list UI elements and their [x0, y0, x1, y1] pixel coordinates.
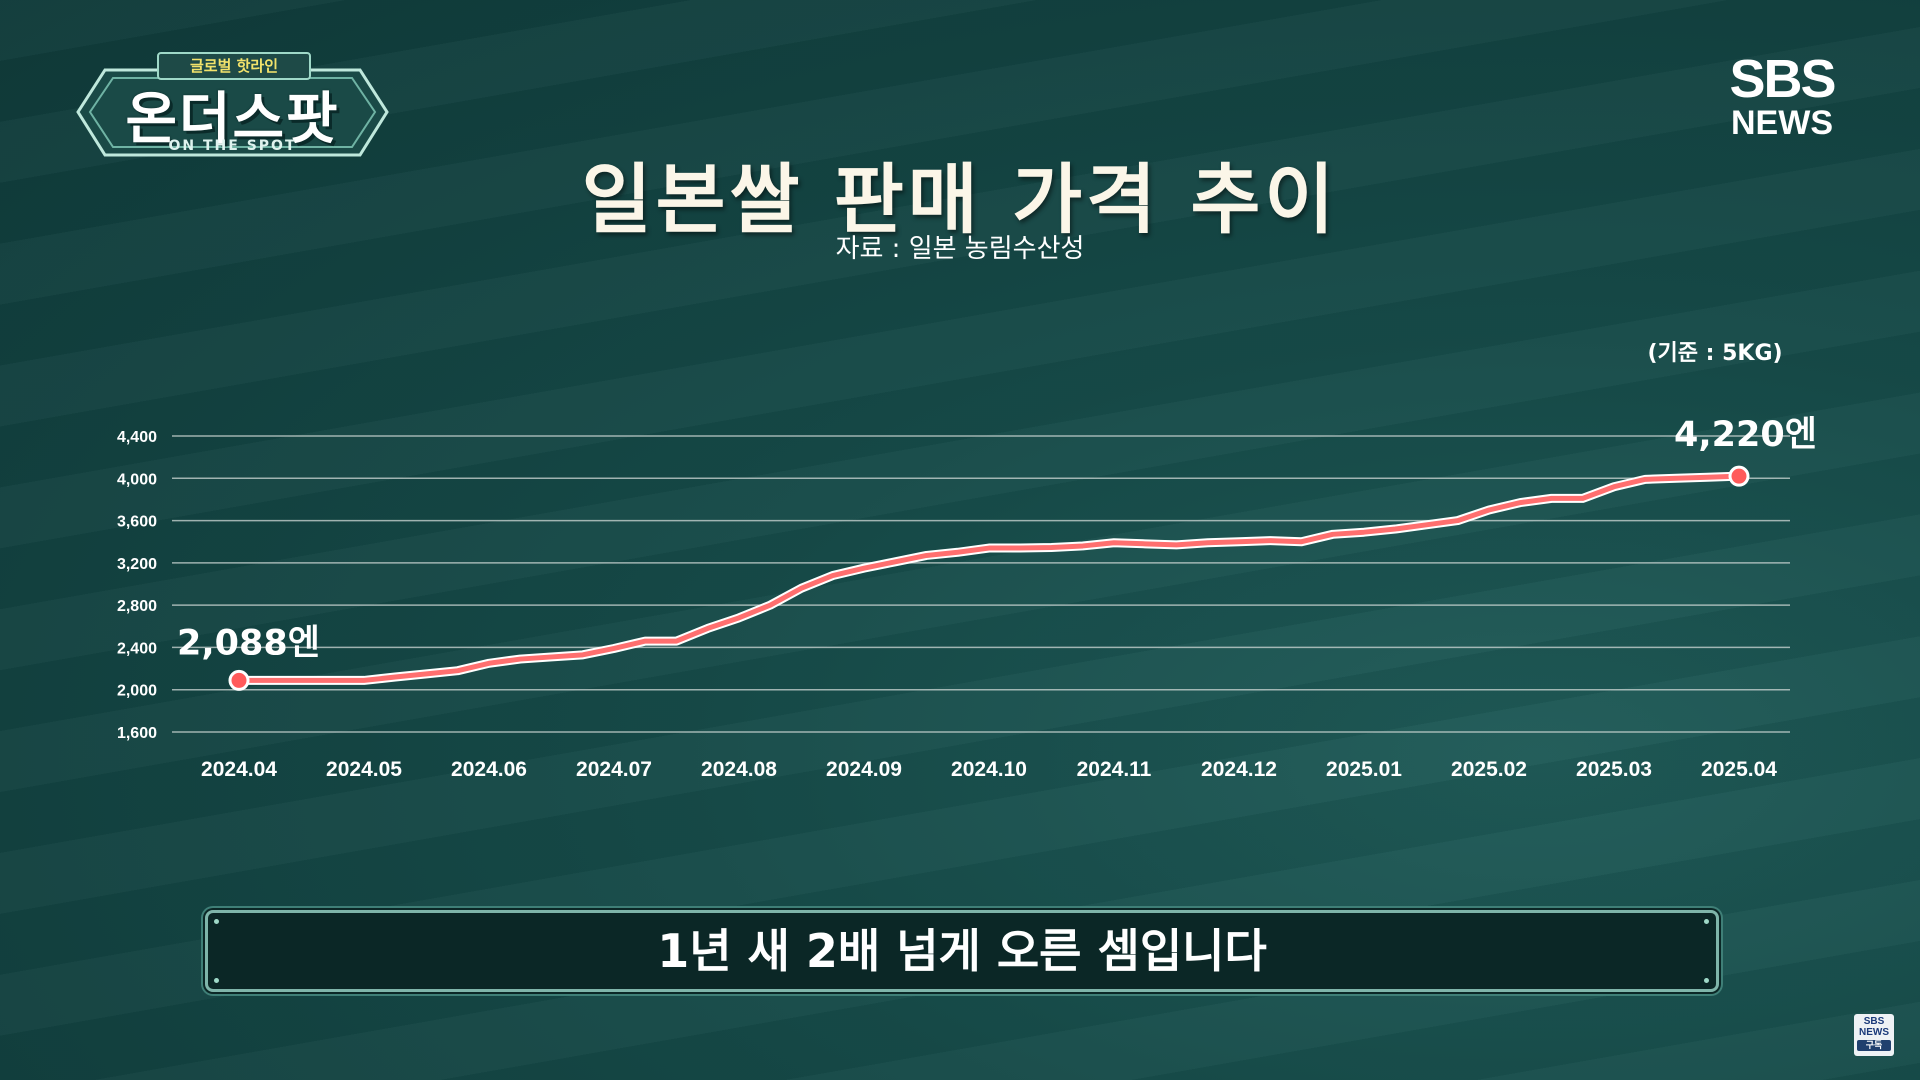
annotation-start-value: 2,088엔 — [177, 623, 320, 663]
y-tick-label: 2,000 — [117, 683, 157, 700]
data-point-marker — [1728, 465, 1750, 487]
data-point-marker — [228, 669, 250, 691]
x-tick-label: 2024.08 — [701, 758, 777, 781]
logo-badge: 글로벌 핫라인 — [157, 52, 311, 80]
annotation-end-value: 4,220엔 — [1674, 415, 1817, 455]
y-tick-label: 3,600 — [117, 514, 157, 531]
y-tick-label: 2,400 — [117, 640, 157, 657]
y-tick-label: 2,800 — [117, 598, 157, 615]
subtitle-caption: 1년 새 2배 넘게 오른 셈입니다 — [205, 910, 1719, 992]
caption-corner-dot — [214, 919, 219, 924]
x-tick-label: 2024.10 — [951, 758, 1027, 781]
x-tick-label: 2025.04 — [1701, 758, 1777, 781]
subscribe-watermark[interactable]: SBS NEWS 구독 — [1854, 1014, 1894, 1056]
series-line-outline — [234, 471, 1744, 685]
x-tick-label: 2025.01 — [1326, 758, 1402, 781]
chart-unit: (기준 : 5KG) — [1647, 341, 1783, 366]
x-tick-label: 2024.05 — [326, 758, 402, 781]
caption-corner-dot — [1704, 978, 1709, 983]
subscribe-logo-line1: SBS — [1863, 1016, 1885, 1027]
chart-source: 자료 : 일본 농림수산성 — [835, 234, 1085, 264]
sbs-logo-line2: NEWS — [1731, 104, 1833, 142]
caption-corner-dot — [214, 978, 219, 983]
sbs-logo-line1: SBS — [1729, 49, 1836, 109]
series-line — [236, 473, 1742, 683]
chart-title: 일본쌀 판매 가격 추이 — [581, 155, 1339, 244]
y-tick-label: 1,600 — [117, 725, 157, 742]
x-tick-label: 2024.12 — [1201, 758, 1277, 781]
y-tick-label: 4,000 — [117, 471, 157, 488]
logo-frame — [76, 68, 389, 157]
y-tick-label: 3,200 — [117, 556, 157, 573]
x-tick-label: 2024.11 — [1077, 758, 1152, 781]
caption-corner-dot — [1704, 919, 1709, 924]
x-tick-label: 2025.02 — [1451, 758, 1527, 781]
logo-sub-text: ON THE SPOT — [168, 138, 297, 154]
x-tick-label: 2024.04 — [201, 758, 277, 781]
x-tick-label: 2024.06 — [451, 758, 527, 781]
subscribe-button[interactable]: 구독 — [1857, 1040, 1891, 1051]
x-tick-label: 2024.07 — [576, 758, 652, 781]
subscribe-logo-line2: NEWS — [1859, 1027, 1889, 1038]
logo-main-text: 온더스팟 — [125, 87, 340, 152]
sbs-news-logo: SBS NEWS — [1722, 52, 1842, 140]
x-tick-label: 2024.09 — [826, 758, 902, 781]
x-tick-label: 2025.03 — [1576, 758, 1652, 781]
y-tick-label: 4,400 — [117, 429, 157, 446]
program-logo: 글로벌 핫라인 온더스팟 ON THE SPOT — [75, 50, 390, 165]
